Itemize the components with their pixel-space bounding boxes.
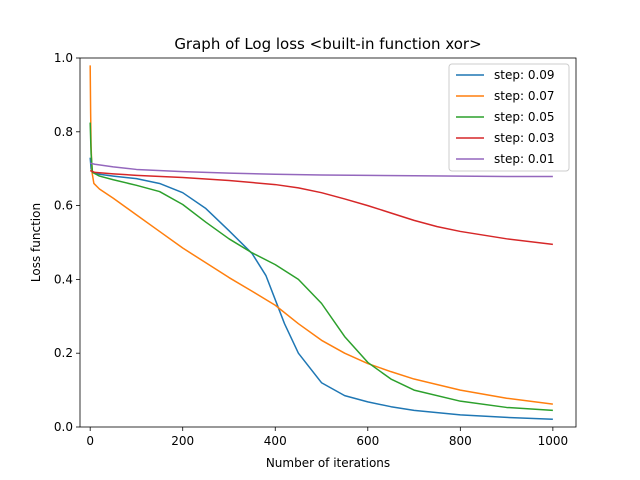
legend-label: step: 0.01 (494, 152, 555, 166)
x-tick-label: 600 (356, 434, 379, 448)
legend: step: 0.09 step: 0.07 step: 0.05 step: 0.03… (448, 63, 570, 172)
series-line-2 (89, 122, 553, 412)
x-tick-label: 200 (171, 434, 194, 448)
series-line-1 (89, 65, 553, 405)
legend-label: step: 0.03 (494, 131, 555, 145)
x-tick-label: 400 (264, 434, 287, 448)
y-tick-label: 0.0 (54, 420, 73, 434)
legend-label: step: 0.09 (494, 68, 555, 82)
series-lines (89, 65, 553, 420)
axis-ticks: 0 200 400 600 800 1000 0.0 0.2 0.4 0.6 0.8 1.0 (54, 51, 568, 448)
legend-label: step: 0.05 (494, 110, 555, 124)
x-tick-label: 0 (86, 434, 94, 448)
legend-box (448, 63, 570, 172)
y-tick-label: 0.2 (54, 346, 73, 360)
x-axis-label: Number of iterations (266, 456, 390, 470)
plot-frame (79, 57, 577, 428)
chart-title: Graph of Log loss <built-in function xor… (174, 35, 481, 53)
series-line-3 (89, 169, 553, 246)
legend-label: step: 0.07 (494, 89, 555, 103)
y-tick-label: 0.8 (54, 125, 73, 139)
y-tick-label: 1.0 (54, 51, 73, 65)
series-line-4 (90, 162, 553, 178)
x-tick-label: 1000 (538, 434, 569, 448)
y-axis-label: Loss function (29, 203, 43, 282)
x-tick-label: 800 (449, 434, 472, 448)
y-tick-label: 0.6 (54, 199, 73, 213)
y-tick-label: 0.4 (54, 272, 73, 286)
series-line-0 (89, 157, 553, 420)
